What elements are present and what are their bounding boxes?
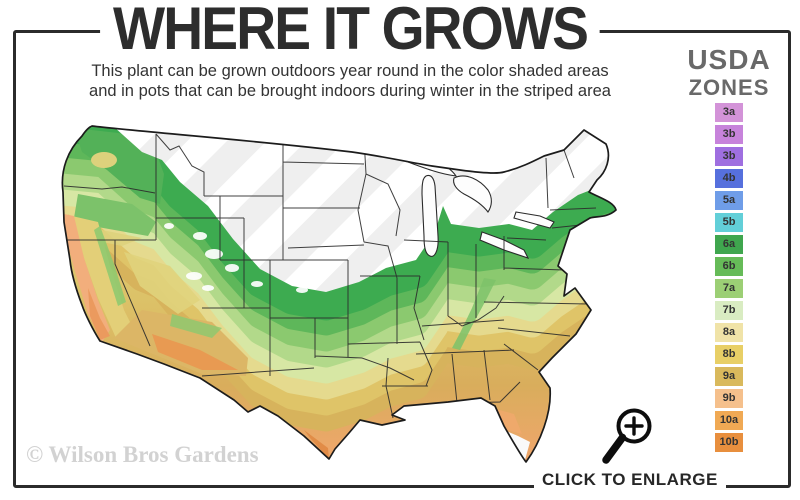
figure-subtitle: This plant can be grown outdoors year ro… bbox=[30, 61, 670, 101]
map-region-columbia-basin bbox=[91, 152, 117, 168]
map-region-sierra-green bbox=[94, 226, 126, 306]
map-region-california-valley bbox=[72, 216, 136, 338]
lake-michigan bbox=[421, 174, 439, 257]
zone-chip: 5b bbox=[715, 213, 743, 232]
legend-title-usda: USDA bbox=[687, 44, 771, 75]
legend-title-zones: ZONES bbox=[688, 75, 770, 100]
page-title: WHERE IT GROWS bbox=[100, 0, 600, 59]
map-region-california-coast bbox=[64, 214, 110, 342]
us-hardiness-map[interactable] bbox=[52, 118, 667, 473]
watermark: © Wilson Bros Gardens bbox=[26, 442, 259, 467]
zone-chip: 5a bbox=[715, 191, 743, 210]
zone-chip: 6a bbox=[715, 235, 743, 254]
zone-chip: 4b bbox=[715, 169, 743, 188]
map-region-arizona-orange bbox=[152, 334, 238, 370]
zone-chip: 9a bbox=[715, 367, 743, 386]
state-borders bbox=[62, 133, 597, 419]
us-outline bbox=[61, 125, 617, 463]
zone-chip: 3b bbox=[715, 125, 743, 144]
subtitle-line-2: and in pots that can be brought indoors … bbox=[89, 82, 611, 100]
zone-chip: 3b bbox=[715, 147, 743, 166]
map-region-appalachian-green bbox=[452, 278, 496, 350]
map-region-south-texas-orange bbox=[304, 430, 329, 459]
lake-ontario bbox=[513, 211, 555, 229]
zone-chip: 10a bbox=[715, 411, 743, 430]
zone-band bbox=[62, 126, 617, 321]
usda-zone-legend: 3a 3b 3b 4b 5a 5b 6a 6b 7a 7b 8a 8b 9a 9b 10a 10b bbox=[715, 103, 743, 455]
legend-title: USDA ZONES bbox=[676, 46, 782, 99]
magnifier-plus-icon[interactable] bbox=[598, 404, 658, 468]
zone-chip: 10b bbox=[715, 433, 743, 452]
map-region-socal-orange bbox=[88, 288, 110, 340]
map-region-mogollon-green bbox=[170, 314, 222, 338]
lake-huron bbox=[453, 175, 492, 213]
zone-chip: 8b bbox=[715, 345, 743, 364]
subtitle-line-1: This plant can be grown outdoors year ro… bbox=[91, 62, 609, 80]
map-region-nevada-yellow bbox=[124, 252, 200, 314]
zone-chip: 9b bbox=[715, 389, 743, 408]
map-striped-region bbox=[62, 126, 617, 292]
zone-chip: 8a bbox=[715, 323, 743, 342]
zone-chip: 7b bbox=[715, 301, 743, 320]
zone-chip: 3a bbox=[715, 103, 743, 122]
click-to-enlarge-button[interactable]: CLICK TO ENLARGE bbox=[534, 470, 726, 490]
zone-chip: 6b bbox=[715, 257, 743, 276]
zone-chip: 7a bbox=[715, 279, 743, 298]
